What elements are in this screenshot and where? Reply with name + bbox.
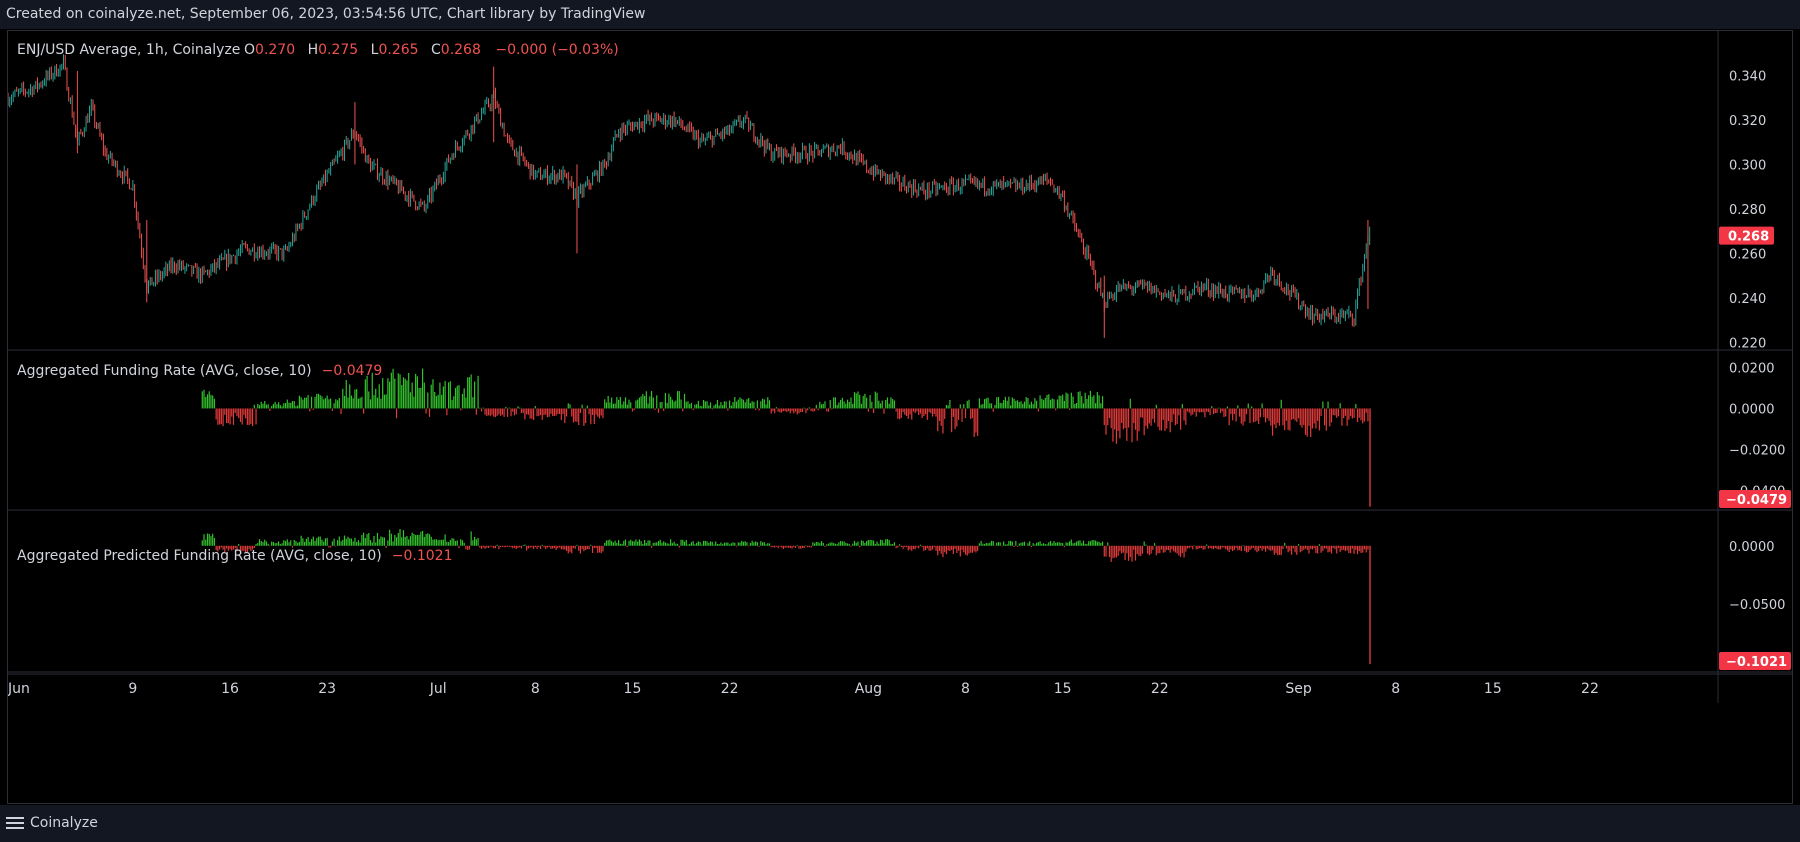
funding-legend-title: Aggregated Funding Rate (AVG, close, 10)…: [17, 363, 382, 379]
price-legend-title: ENJ/USD Average, 1h, Coinalyze: [17, 42, 240, 58]
y-tick-label: 0.260: [1729, 247, 1766, 262]
menu-icon[interactable]: [6, 817, 24, 829]
y-tick-label: 0.220: [1729, 336, 1766, 351]
x-tick-label: 23: [318, 681, 336, 697]
predicted-funding-legend-title: Aggregated Predicted Funding Rate (AVG, …: [17, 548, 452, 564]
y-tick-label: 0.340: [1729, 69, 1766, 84]
x-tick-label: Sep: [1285, 681, 1312, 697]
x-tick-label: Jul: [429, 681, 447, 697]
x-tick-label: 15: [1054, 681, 1072, 697]
x-tick-label: 8: [531, 681, 540, 697]
price-last-value-badge: [1719, 226, 1774, 245]
x-tick-label: 22: [1581, 681, 1599, 697]
x-tick-label: 9: [128, 681, 137, 697]
footer-brand: Coinalyze: [30, 815, 98, 831]
credit-text: Created on coinalyze.net, September 06, …: [6, 6, 646, 22]
x-tick-label: 22: [721, 681, 739, 697]
x-tick-label: 15: [624, 681, 642, 697]
y-tick-label: −0.0500: [1729, 598, 1785, 613]
x-tick-label: 16: [221, 681, 239, 697]
chart-footer: Coinalyze: [0, 805, 1800, 842]
chart-frame[interactable]: 0.340 0.320 0.300 0.280 0.260 0.240 0.220 0.020…: [7, 30, 1793, 804]
y-tick-label: 0.0200: [1729, 361, 1775, 376]
chart-svg[interactable]: 0.340 0.320 0.300 0.280 0.260 0.240 0.220 0.020…: [8, 31, 1792, 803]
price-candles: [8, 54, 1371, 338]
funding-last-value-label: −0.1021: [1726, 655, 1787, 670]
y-tick-label: 0.240: [1729, 292, 1766, 307]
y-tick-label: 0.320: [1729, 114, 1766, 129]
y-tick-label: 0.0000: [1729, 540, 1775, 555]
y-tick-label: −0.0200: [1729, 443, 1785, 458]
x-tick-label: 8: [961, 681, 970, 697]
chart-credit-header: Created on coinalyze.net, September 06, …: [0, 0, 1800, 29]
funding-last-value-label: −0.0479: [1726, 493, 1787, 508]
x-tick-label: Aug: [855, 681, 882, 697]
x-tick-label: 22: [1151, 681, 1169, 697]
funding-last-value-badge: [1719, 490, 1791, 508]
x-tick-label: 8: [1391, 681, 1400, 697]
x-tick-label: Jun: [8, 681, 30, 697]
funding-rate-bars: [201, 368, 1371, 507]
x-tick-label: 15: [1484, 681, 1502, 697]
predicted-funding-rate-bars: [201, 529, 1371, 665]
price-legend-ohlc: O0.270 H0.275 L0.265 C0.268 −0.000 (−0.0…: [244, 42, 619, 58]
funding-last-value-badge: [1719, 652, 1791, 670]
y-tick-label: 0.0000: [1729, 402, 1775, 417]
y-tick-label: 0.280: [1729, 203, 1766, 218]
y-tick-label: 0.300: [1729, 158, 1766, 173]
price-last-value-label: 0.268: [1728, 230, 1769, 245]
